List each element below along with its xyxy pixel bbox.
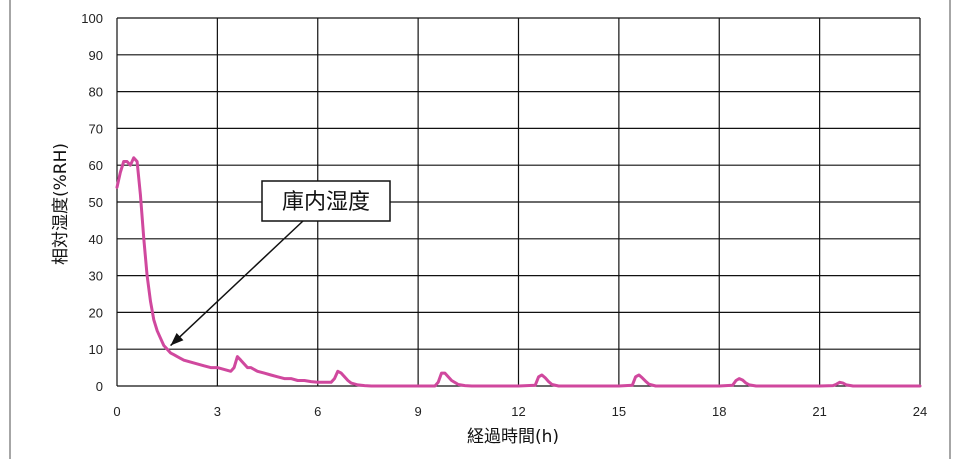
y-tick-label: 50: [89, 195, 103, 210]
x-tick-label: 9: [415, 404, 422, 419]
x-tick-label: 15: [612, 404, 626, 419]
y-tick-label: 70: [89, 121, 103, 136]
x-tick-label: 18: [712, 404, 726, 419]
annotation-box: [261, 180, 391, 222]
y-axis-ticks: 0 10 20 30 40 50 60 70 80 90 100: [81, 11, 103, 394]
series-line: [115, 156, 922, 388]
y-tick-label: 80: [89, 85, 103, 100]
x-tick-label: 0: [113, 404, 120, 419]
y-tick-label: 100: [81, 11, 103, 26]
x-tick-label: 21: [812, 404, 826, 419]
annotation-arrowhead: [170, 332, 184, 346]
annotation-arrow: [170, 220, 304, 347]
x-tick-label: 3: [214, 404, 221, 419]
y-tick-label: 90: [89, 48, 103, 63]
x-tick-label: 6: [314, 404, 321, 419]
y-tick-label: 30: [89, 269, 103, 284]
grid: [116, 17, 921, 387]
annotation-label: 庫内湿度: [282, 190, 370, 215]
x-tick-label: 12: [511, 404, 525, 419]
y-tick-label: 0: [96, 379, 103, 394]
y-axis-title: 相対湿度(%RH): [51, 143, 71, 265]
x-tick-label: 24: [913, 404, 927, 419]
y-tick-label: 10: [89, 342, 103, 357]
y-tick-label: 40: [89, 232, 103, 247]
x-axis-ticks: 0 3 6 9 12 15 18 21 24: [113, 404, 927, 419]
y-tick-label: 60: [89, 158, 103, 173]
annotation: 庫内湿度: [170, 180, 391, 347]
y-tick-label: 20: [89, 305, 103, 320]
x-axis-title: 経過時間(h): [467, 427, 559, 447]
